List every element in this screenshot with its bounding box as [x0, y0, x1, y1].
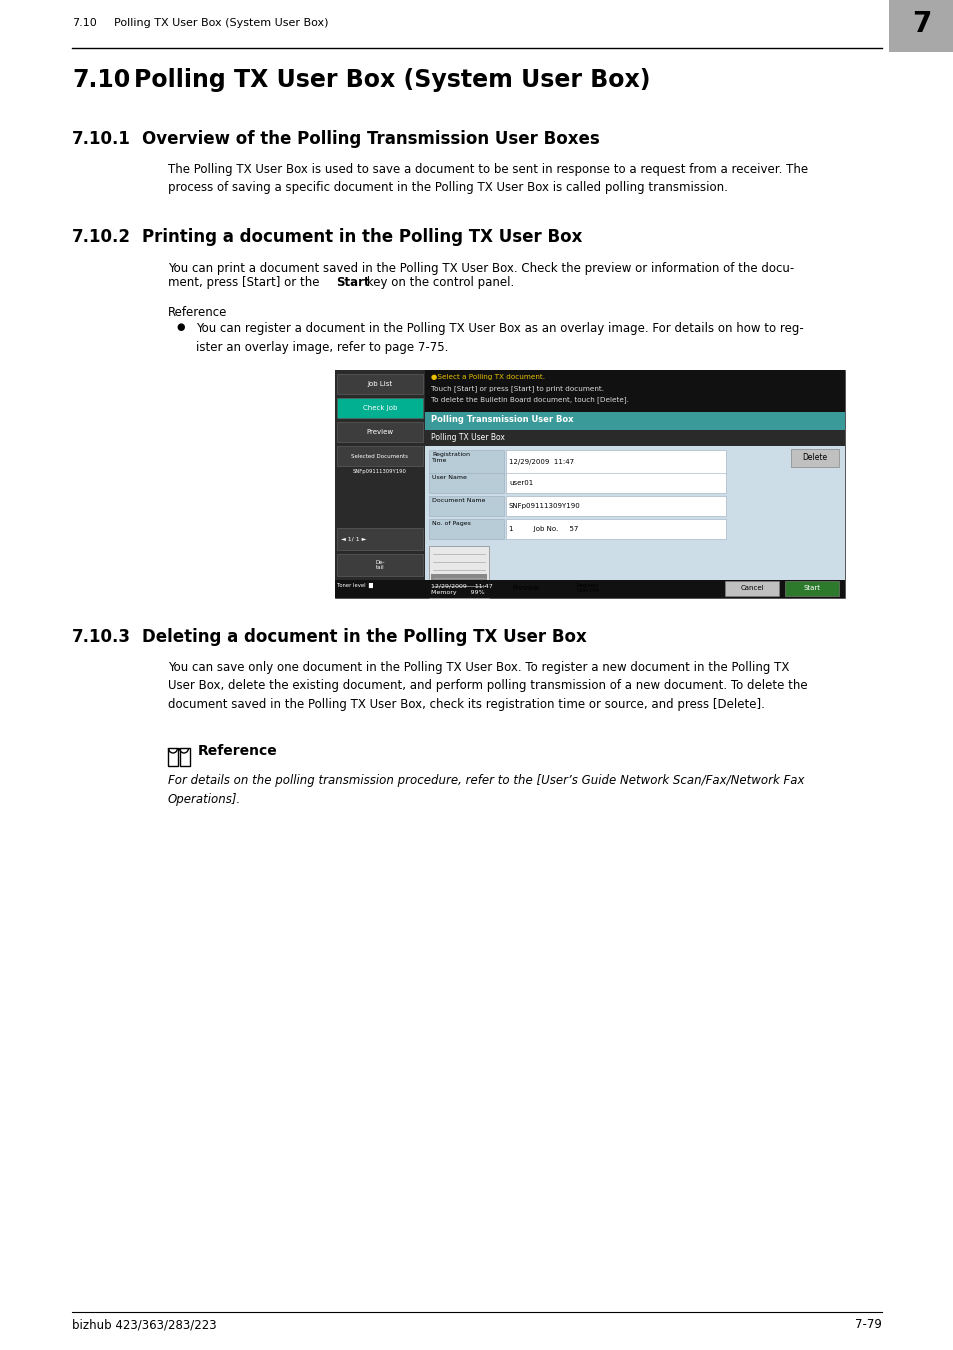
Text: Document Name: Document Name [432, 498, 485, 504]
Text: ◄ 1/ 1 ►: ◄ 1/ 1 ► [340, 536, 366, 541]
Bar [424, 446, 844, 580]
Bar [784, 580, 838, 595]
Text: Job List: Job List [367, 381, 392, 387]
Bar [336, 374, 422, 394]
Text: user01: user01 [509, 481, 533, 486]
Text: SNFp09111309Y190: SNFp09111309Y190 [353, 468, 407, 474]
Bar [724, 580, 779, 595]
Text: Reference: Reference [168, 306, 227, 319]
Text: Polling TX User Box (System User Box): Polling TX User Box (System User Box) [133, 68, 650, 92]
Text: ●: ● [175, 323, 184, 332]
Text: No. of Pages: No. of Pages [432, 521, 471, 526]
Text: 1         Job No.     57: 1 Job No. 57 [509, 526, 578, 532]
Bar [424, 370, 844, 412]
Text: You can print a document saved in the Polling TX User Box. Check the preview or : You can print a document saved in the Po… [168, 262, 794, 275]
Bar [505, 518, 725, 539]
Bar [505, 450, 725, 474]
Bar [429, 545, 489, 598]
Bar [336, 554, 422, 576]
Text: You can register a document in the Polling TX User Box as an overlay image. For : You can register a document in the Polli… [195, 323, 803, 354]
Bar [431, 574, 486, 594]
Text: Start: Start [335, 275, 369, 289]
Bar [424, 431, 844, 446]
Bar [429, 518, 503, 539]
Bar [558, 580, 617, 595]
Text: You can save only one document in the Polling TX User Box. To register a new doc: You can save only one document in the Po… [168, 662, 807, 711]
Bar [336, 398, 422, 418]
Text: Preview: Preview [366, 429, 394, 435]
Text: 12/29/2009    11:47: 12/29/2009 11:47 [431, 583, 493, 589]
Text: 7.10.2: 7.10.2 [71, 228, 131, 246]
Text: Deleting a document in the Polling TX User Box: Deleting a document in the Polling TX Us… [142, 628, 586, 647]
Bar [336, 528, 422, 549]
Text: ●Select a Polling TX document.: ●Select a Polling TX document. [431, 374, 544, 379]
Bar [168, 748, 178, 765]
Text: Preview: Preview [512, 585, 539, 591]
Text: For details on the polling transmission procedure, refer to the [User’s Guide Ne: For details on the polling transmission … [168, 774, 803, 806]
Text: Selected Documents: Selected Documents [351, 454, 408, 459]
Bar [335, 580, 844, 598]
Text: ment, press [Start] or the: ment, press [Start] or the [168, 275, 323, 289]
Text: Registration
Time: Registration Time [432, 452, 470, 463]
Text: Reference: Reference [198, 744, 277, 757]
Bar [505, 495, 725, 516]
Text: Polling Transmission User Box: Polling Transmission User Box [431, 414, 573, 424]
Text: De-
tail: De- tail [375, 560, 384, 571]
Bar [336, 423, 422, 441]
Text: Toner level  █: Toner level █ [336, 583, 373, 589]
Text: Check Job: Check Job [362, 405, 396, 410]
Bar [497, 580, 555, 595]
Bar [505, 472, 725, 493]
Bar [180, 748, 190, 765]
Text: 7.10: 7.10 [71, 18, 96, 28]
Text: Polling TX User Box (System User Box): Polling TX User Box (System User Box) [113, 18, 328, 28]
Bar [790, 450, 838, 467]
Text: Touch [Start] or press [Start] to print document.: Touch [Start] or press [Start] to print … [431, 385, 603, 391]
Text: Printing a document in the Polling TX User Box: Printing a document in the Polling TX Us… [142, 228, 581, 246]
Bar [429, 472, 503, 493]
Text: 7.10.3: 7.10.3 [71, 628, 131, 647]
Text: The Polling TX User Box is used to save a document to be sent in response to a r: The Polling TX User Box is used to save … [168, 163, 807, 194]
Text: SNFp09111309Y190: SNFp09111309Y190 [509, 504, 580, 509]
Bar [888, 0, 953, 53]
Text: 7.10.1: 7.10.1 [71, 130, 131, 148]
Bar [424, 412, 844, 431]
Text: Cancel: Cancel [740, 585, 763, 591]
Text: Memory       99%: Memory 99% [431, 590, 484, 595]
Text: Overview of the Polling Transmission User Boxes: Overview of the Polling Transmission Use… [142, 130, 599, 148]
Text: 7: 7 [911, 9, 931, 38]
Text: User Name: User Name [432, 475, 466, 481]
Text: 7.10: 7.10 [71, 68, 131, 92]
Bar [335, 370, 424, 598]
Text: Delete: Delete [801, 454, 826, 463]
Text: key on the control panel.: key on the control panel. [363, 275, 514, 289]
Text: 12/29/2009  11:47: 12/29/2009 11:47 [509, 459, 574, 464]
Bar [336, 446, 422, 466]
Bar [429, 450, 503, 474]
Text: To delete the Bulletin Board document, touch [Delete].: To delete the Bulletin Board document, t… [431, 396, 628, 402]
Text: Start: Start [802, 585, 820, 591]
Text: 7-79: 7-79 [854, 1318, 882, 1331]
Text: Register
User199: Register User199 [576, 583, 598, 593]
Text: bizhub 423/363/283/223: bizhub 423/363/283/223 [71, 1318, 216, 1331]
Bar [429, 495, 503, 516]
Bar [335, 370, 844, 598]
Text: Polling TX User Box: Polling TX User Box [431, 433, 504, 441]
